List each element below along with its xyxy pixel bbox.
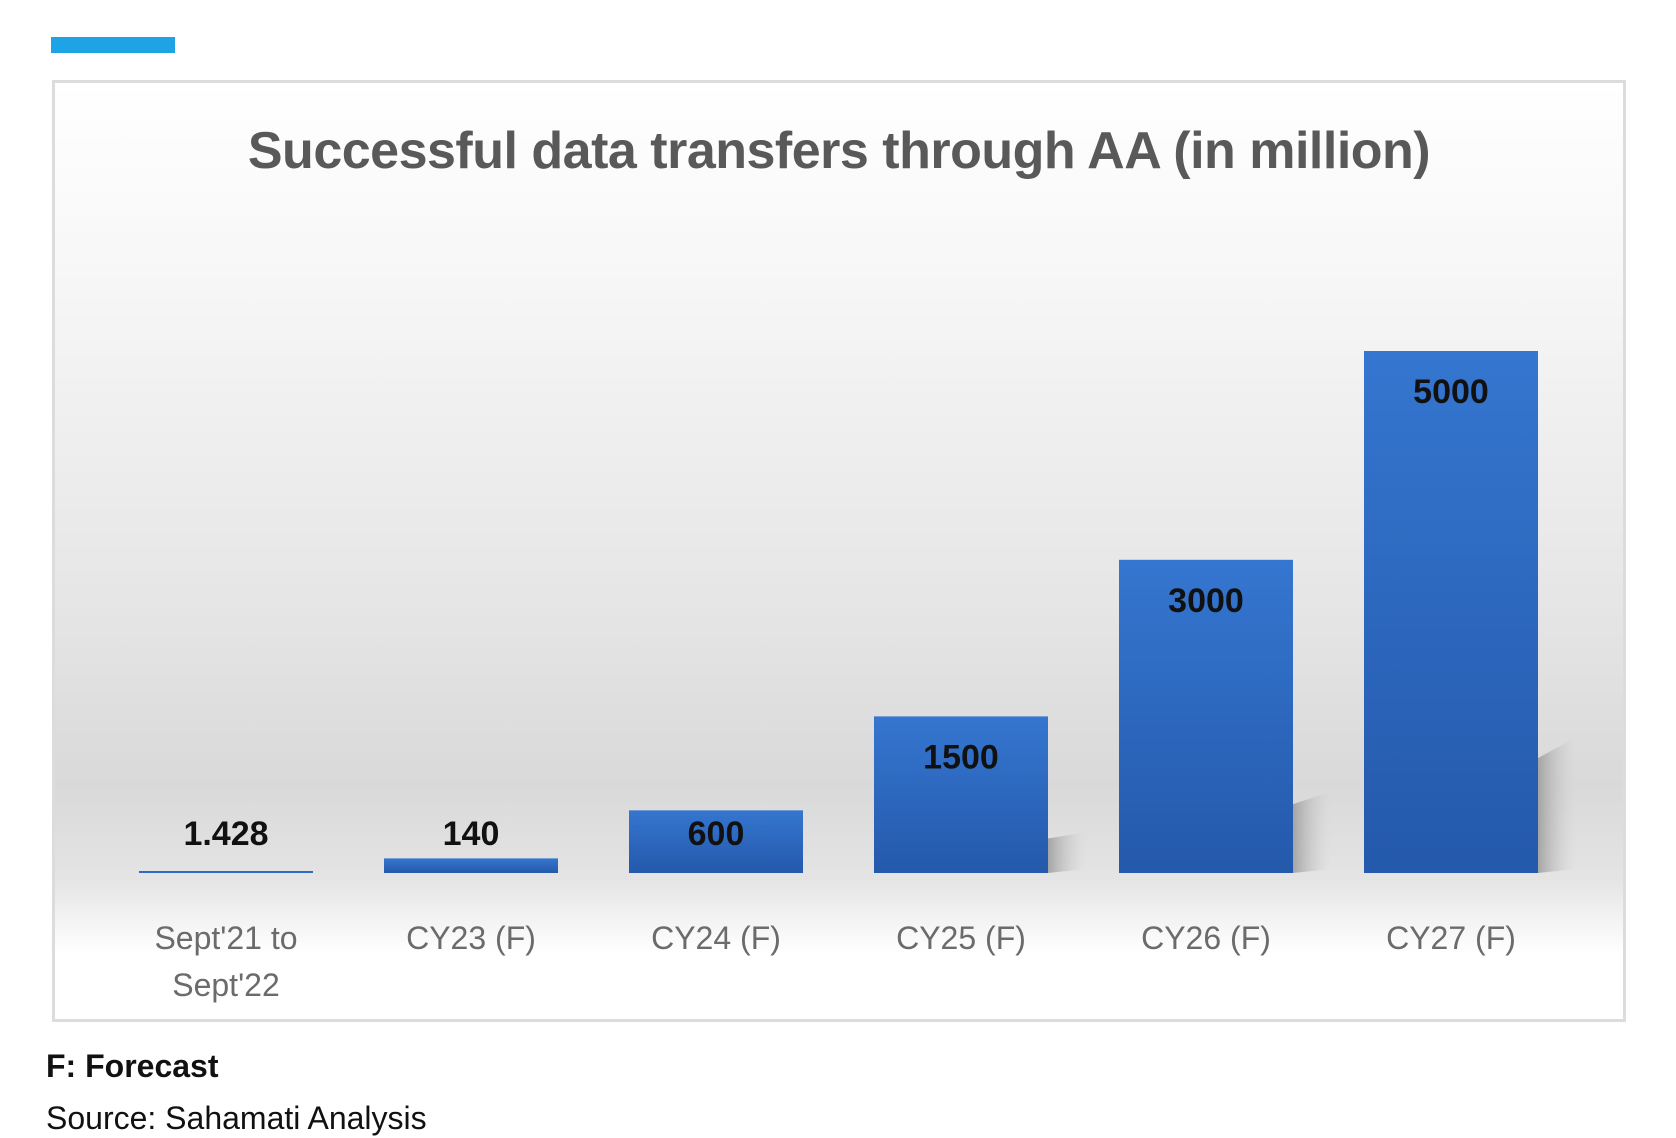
bar-value-label: 600 bbox=[688, 815, 745, 853]
source-note: Source: Sahamati Analysis bbox=[46, 1100, 427, 1136]
chart-title: Successful data transfers through AA (in… bbox=[247, 122, 1431, 180]
bar-1 bbox=[384, 858, 558, 873]
bar-3 bbox=[874, 716, 1048, 873]
bar-2 bbox=[629, 810, 803, 873]
bar-value-label: 5000 bbox=[1413, 373, 1489, 411]
category-tick-label: CY26 (F) bbox=[1141, 920, 1271, 956]
bar-shadow bbox=[1048, 832, 1086, 873]
category-tick-label: CY24 (F) bbox=[651, 920, 781, 956]
chart-frame: Successful data transfers through AA (in… bbox=[52, 80, 1626, 1022]
category-tick-label: CY27 (F) bbox=[1386, 920, 1516, 956]
bar-value-label: 1.428 bbox=[183, 815, 268, 853]
bar-4 bbox=[1119, 559, 1293, 873]
category-tick-label: CY23 (F) bbox=[406, 920, 536, 956]
category-tick-label: CY25 (F) bbox=[896, 920, 1026, 956]
category-tick-label: Sept'22 bbox=[172, 967, 280, 1003]
bar-5 bbox=[1364, 351, 1538, 873]
bar-shadow bbox=[1538, 737, 1576, 873]
forecast-note: F: Forecast bbox=[46, 1048, 219, 1084]
bar-shadow bbox=[1293, 791, 1331, 873]
bar-chart-plot: 1.428 140 600 1500 3000 5000 Sept'21 to Sept'2… bbox=[139, 351, 1576, 1003]
bar-value-label: 3000 bbox=[1168, 582, 1244, 620]
category-tick-label: Sept'21 to bbox=[154, 920, 297, 956]
bar-0 bbox=[139, 871, 313, 873]
bar-value-label: 140 bbox=[443, 815, 500, 853]
bar-value-label: 1500 bbox=[923, 738, 999, 776]
accent-bar bbox=[51, 37, 175, 53]
